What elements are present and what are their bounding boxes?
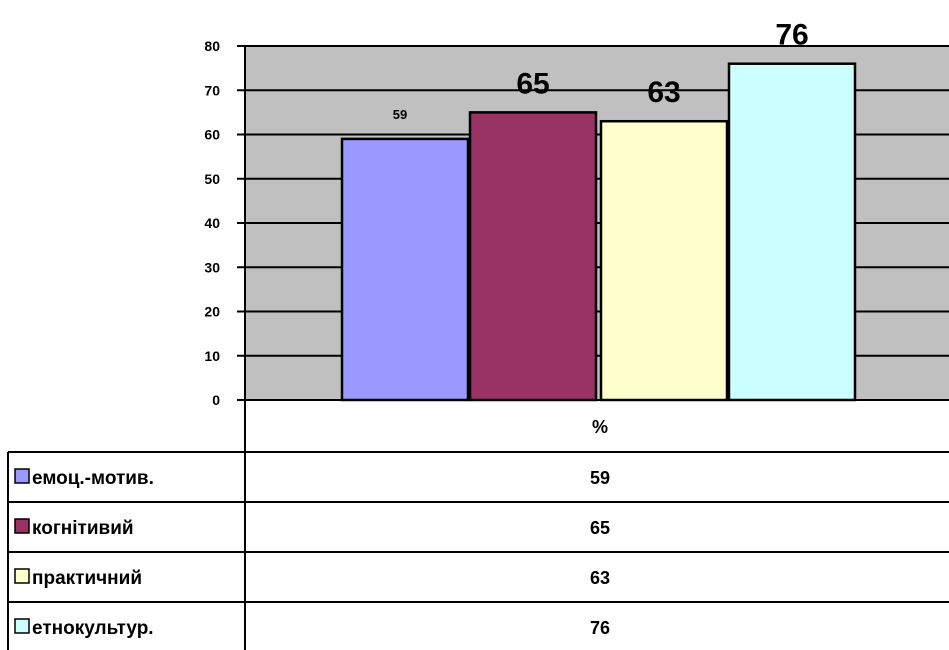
table-cell-value: 65 <box>590 518 610 538</box>
data-label: 76 <box>775 19 808 52</box>
y-tick-label: 50 <box>204 171 220 187</box>
table-row-label: когнітивий <box>32 518 134 539</box>
legend-swatch <box>14 568 30 584</box>
legend-swatch <box>14 468 30 484</box>
y-tick-label: 40 <box>204 215 220 231</box>
bar <box>340 137 470 402</box>
table-cell-value: 76 <box>590 618 610 638</box>
y-tick-label: 20 <box>204 304 220 320</box>
bars <box>340 62 857 402</box>
legend-swatch <box>14 518 30 534</box>
y-tick-label: 80 <box>204 38 220 54</box>
y-tick-label: 0 <box>212 392 220 408</box>
data-label: 63 <box>647 76 680 109</box>
table-cell-value: 59 <box>590 468 610 488</box>
legend-swatch <box>14 618 30 634</box>
y-axis: 0 10 20 30 40 50 60 70 80 <box>204 38 949 452</box>
y-tick-label: 70 <box>204 82 220 98</box>
bar <box>468 111 598 402</box>
bar <box>599 119 729 402</box>
y-tick-label: 10 <box>204 348 220 364</box>
y-tick-label: 30 <box>204 259 220 275</box>
bar <box>727 62 857 402</box>
data-labels: 59 65 63 76 <box>393 19 809 122</box>
data-label: 65 <box>516 67 549 100</box>
data-label: 59 <box>393 107 407 122</box>
y-tick-label: 60 <box>204 127 220 143</box>
table-header-label: % <box>592 417 608 437</box>
table-row-label: практичний <box>32 568 142 589</box>
table-row-label: етнокультур. <box>32 618 154 639</box>
table-row-label: емоц.-мотив. <box>32 468 154 489</box>
table-cell-value: 63 <box>590 568 610 588</box>
data-table: % емоц.-мотив. 59 когнітивий 65 практичний 63… <box>7 400 949 650</box>
